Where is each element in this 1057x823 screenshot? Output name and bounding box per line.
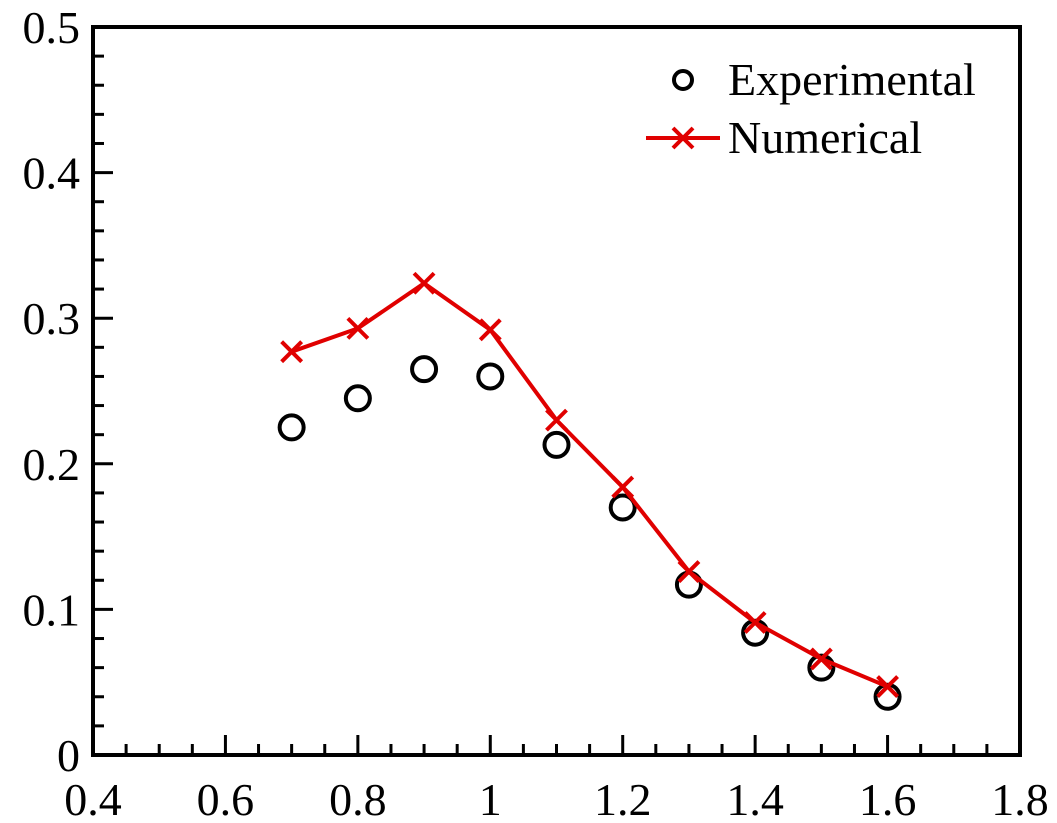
legend-marker-numerical bbox=[671, 126, 695, 150]
data-point-experimental bbox=[542, 430, 571, 459]
x-tick-label: 0.6 bbox=[197, 774, 255, 823]
data-point-numerical bbox=[611, 475, 635, 499]
data-point-numerical bbox=[280, 340, 304, 364]
x-tick-label: 0.4 bbox=[64, 774, 122, 823]
data-point-numerical bbox=[412, 271, 436, 295]
legend-marker-experimental bbox=[672, 69, 694, 91]
y-tick-label: 0.1 bbox=[23, 584, 81, 635]
legend-label-numerical: Numerical bbox=[728, 112, 922, 163]
data-point-numerical bbox=[346, 316, 370, 340]
x-tick-label: 1.2 bbox=[594, 774, 652, 823]
series-layer bbox=[277, 271, 902, 711]
data-point-numerical bbox=[677, 560, 701, 583]
data-point-numerical bbox=[478, 318, 502, 342]
data-point-experimental bbox=[608, 493, 637, 522]
data-point-numerical bbox=[809, 647, 833, 671]
x-tick-label: 0.8 bbox=[329, 774, 387, 823]
series-line-numerical bbox=[290, 281, 889, 689]
x-tick-label: 1.4 bbox=[726, 774, 784, 823]
data-point-numerical bbox=[876, 675, 899, 698]
y-tick-label: 0.3 bbox=[23, 293, 81, 344]
data-point-experimental bbox=[277, 413, 306, 442]
y-tick-label: 0 bbox=[57, 730, 80, 781]
legend-label-experimental: Experimental bbox=[728, 54, 976, 105]
x-tick-label: 1.8 bbox=[991, 774, 1049, 823]
data-point-experimental bbox=[343, 384, 372, 413]
x-tick-label: 1.6 bbox=[859, 774, 917, 823]
legend: Experimental Numerical bbox=[646, 54, 976, 163]
data-point-experimental bbox=[410, 355, 439, 384]
labels-layer: 0.4 0.6 0.8 1 1.2 1.4 1.6 1.8 0 0.1 0.2 0.3 0.4 0.5 bbox=[23, 2, 1049, 823]
y-tick-label: 0.2 bbox=[23, 439, 81, 490]
data-point-numerical bbox=[545, 408, 568, 432]
data-point-experimental bbox=[476, 362, 505, 391]
y-tick-label: 0.5 bbox=[23, 2, 81, 53]
plot-frame bbox=[91, 25, 1022, 757]
x-tick-label: 1 bbox=[479, 774, 502, 823]
data-point-experimental bbox=[807, 653, 836, 682]
y-tick-label: 0.4 bbox=[23, 148, 81, 199]
data-point-numerical bbox=[743, 611, 767, 634]
